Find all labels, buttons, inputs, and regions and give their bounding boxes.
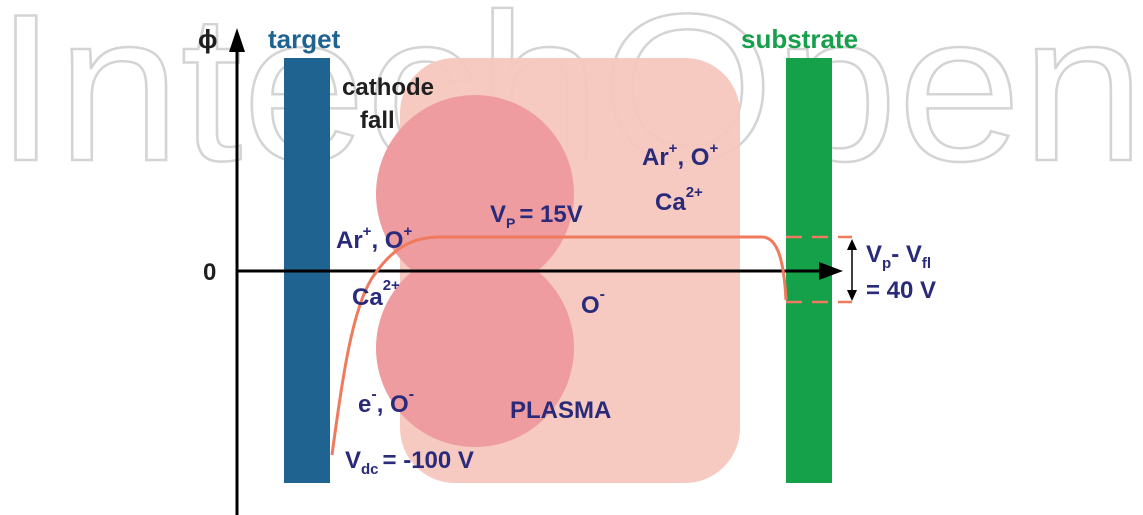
dc-bias-symbol: V [345,447,361,474]
electrons-label: e-, O- [358,386,414,418]
substrate-label: substrate [741,24,858,54]
bulk-ions-o-sup: + [709,140,718,157]
dc-bias-label: Vdc = -100 V [345,447,474,478]
sheath-ions-ca-sup: 2+ [383,277,400,294]
plasma-potential-symbol: V [490,201,506,228]
plasma-label: PLASMA [510,397,611,424]
potential-difference-minus: - V [891,241,922,268]
y-axis-arrowhead [229,28,245,52]
bulk-ions-line2: Ca2+ [655,184,703,216]
potential-difference-label-line1: Vp- Vfl [866,241,931,272]
electrons-o-sup: - [409,386,414,403]
potential-difference-arrowhead-top [847,239,857,250]
potential-difference-arrowhead-bottom [847,290,857,301]
bulk-ions-ar-sup: + [669,140,678,157]
bulk-ions-line1: Ar+, O+ [642,140,718,171]
cathode-fall-lobe-upper [376,95,574,293]
sheath-ions-o: , O [371,227,403,254]
electrons-sup: - [371,386,376,403]
bulk-ions-ca: Ca [655,189,686,216]
negative-oxygen-label: O- [581,286,605,319]
bulk-ions-ar: Ar [642,144,669,171]
sheath-ions-ca: Ca [352,284,383,311]
bulk-ions-ca-sup: 2+ [686,184,703,201]
potential-difference-vfl-sub: fl [922,255,931,272]
cathode-fall-label-line1: cathode [342,74,434,101]
dc-bias-value: = -100 V [383,447,474,474]
sheath-ions-o-sup: + [403,223,412,240]
potential-difference-label-line2: = 40 V [866,277,936,304]
electrons-symbol: e [358,391,371,418]
electrons-o: , O [377,391,409,418]
dc-bias-subscript: dc [361,461,379,478]
potential-curve [330,235,788,456]
sheath-ions-ar: Ar [336,227,363,254]
x-axis-arrowhead [819,262,843,280]
zero-label: 0 [203,259,216,286]
plasma-potential-value: = 15V [519,201,582,228]
bulk-ions-o: , O [677,144,709,171]
target-label: target [268,24,341,54]
plasma-potential-label: VP = 15V [490,201,583,231]
potential-difference-vp-sub: p [882,255,891,272]
negative-oxygen-sup: - [600,286,605,303]
potential-difference-vp: V [866,241,882,268]
y-axis-symbol: ϕ [198,24,218,54]
sheath-ions-line2: Ca2+ [352,277,400,311]
sheath-ions-line1: Ar+, O+ [336,223,412,254]
plasma-potential-subscript: P [506,215,515,231]
cathode-fall-lobe-lower [376,249,574,447]
sheath-ions-ar-sup: + [363,223,372,240]
cathode-fall-label-line2: fall [360,107,395,134]
negative-oxygen-symbol: O [581,292,600,319]
